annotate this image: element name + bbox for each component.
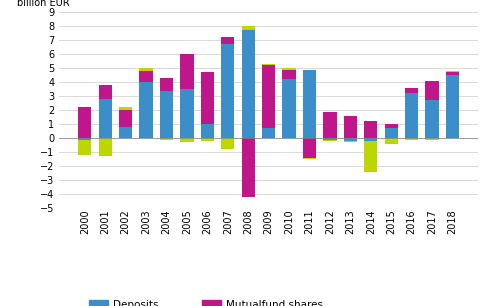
Bar xyxy=(405,138,418,140)
Bar xyxy=(221,37,235,44)
Legend: Deposits, Quoted shares, Mutualfund shares: Deposits, Quoted shares, Mutualfund shar… xyxy=(85,296,327,306)
Bar xyxy=(385,138,398,144)
Bar xyxy=(262,64,275,65)
Bar xyxy=(119,127,132,138)
Bar xyxy=(344,116,357,138)
Bar xyxy=(140,71,153,82)
Bar xyxy=(119,107,132,110)
Bar xyxy=(99,138,112,156)
Bar xyxy=(425,138,439,140)
Bar xyxy=(119,110,132,127)
Bar xyxy=(323,138,337,140)
Bar xyxy=(140,82,153,138)
Bar xyxy=(303,138,316,158)
Bar xyxy=(282,69,296,79)
Bar xyxy=(201,138,214,141)
Bar xyxy=(282,79,296,138)
Bar xyxy=(425,100,439,138)
Bar xyxy=(282,68,296,69)
Bar xyxy=(385,128,398,138)
Bar xyxy=(99,85,112,99)
Bar xyxy=(221,44,235,138)
Bar xyxy=(323,112,337,138)
Bar xyxy=(180,89,194,138)
Bar xyxy=(242,30,255,138)
Bar xyxy=(242,138,255,197)
Bar xyxy=(364,141,378,172)
Bar xyxy=(140,68,153,71)
Bar xyxy=(201,73,214,124)
Bar xyxy=(303,158,316,159)
Bar xyxy=(262,128,275,138)
Bar xyxy=(323,140,337,141)
Bar xyxy=(446,71,459,73)
Bar xyxy=(160,78,173,91)
Bar xyxy=(364,138,378,141)
Bar xyxy=(201,124,214,138)
Bar xyxy=(78,140,92,155)
Bar xyxy=(425,81,439,100)
Bar xyxy=(344,141,357,142)
Bar xyxy=(78,107,92,138)
Bar xyxy=(262,65,275,128)
Bar xyxy=(405,93,418,138)
Bar xyxy=(364,121,378,138)
Bar xyxy=(160,91,173,138)
Bar xyxy=(78,138,92,140)
Bar xyxy=(344,138,357,141)
Bar xyxy=(99,99,112,138)
Text: billion EUR: billion EUR xyxy=(17,0,70,8)
Bar xyxy=(221,138,235,149)
Bar xyxy=(180,138,194,142)
Bar xyxy=(446,75,459,138)
Bar xyxy=(303,69,316,138)
Bar xyxy=(242,26,255,30)
Bar xyxy=(160,138,173,140)
Bar xyxy=(385,124,398,128)
Bar xyxy=(180,54,194,89)
Bar xyxy=(446,73,459,75)
Bar xyxy=(405,88,418,93)
